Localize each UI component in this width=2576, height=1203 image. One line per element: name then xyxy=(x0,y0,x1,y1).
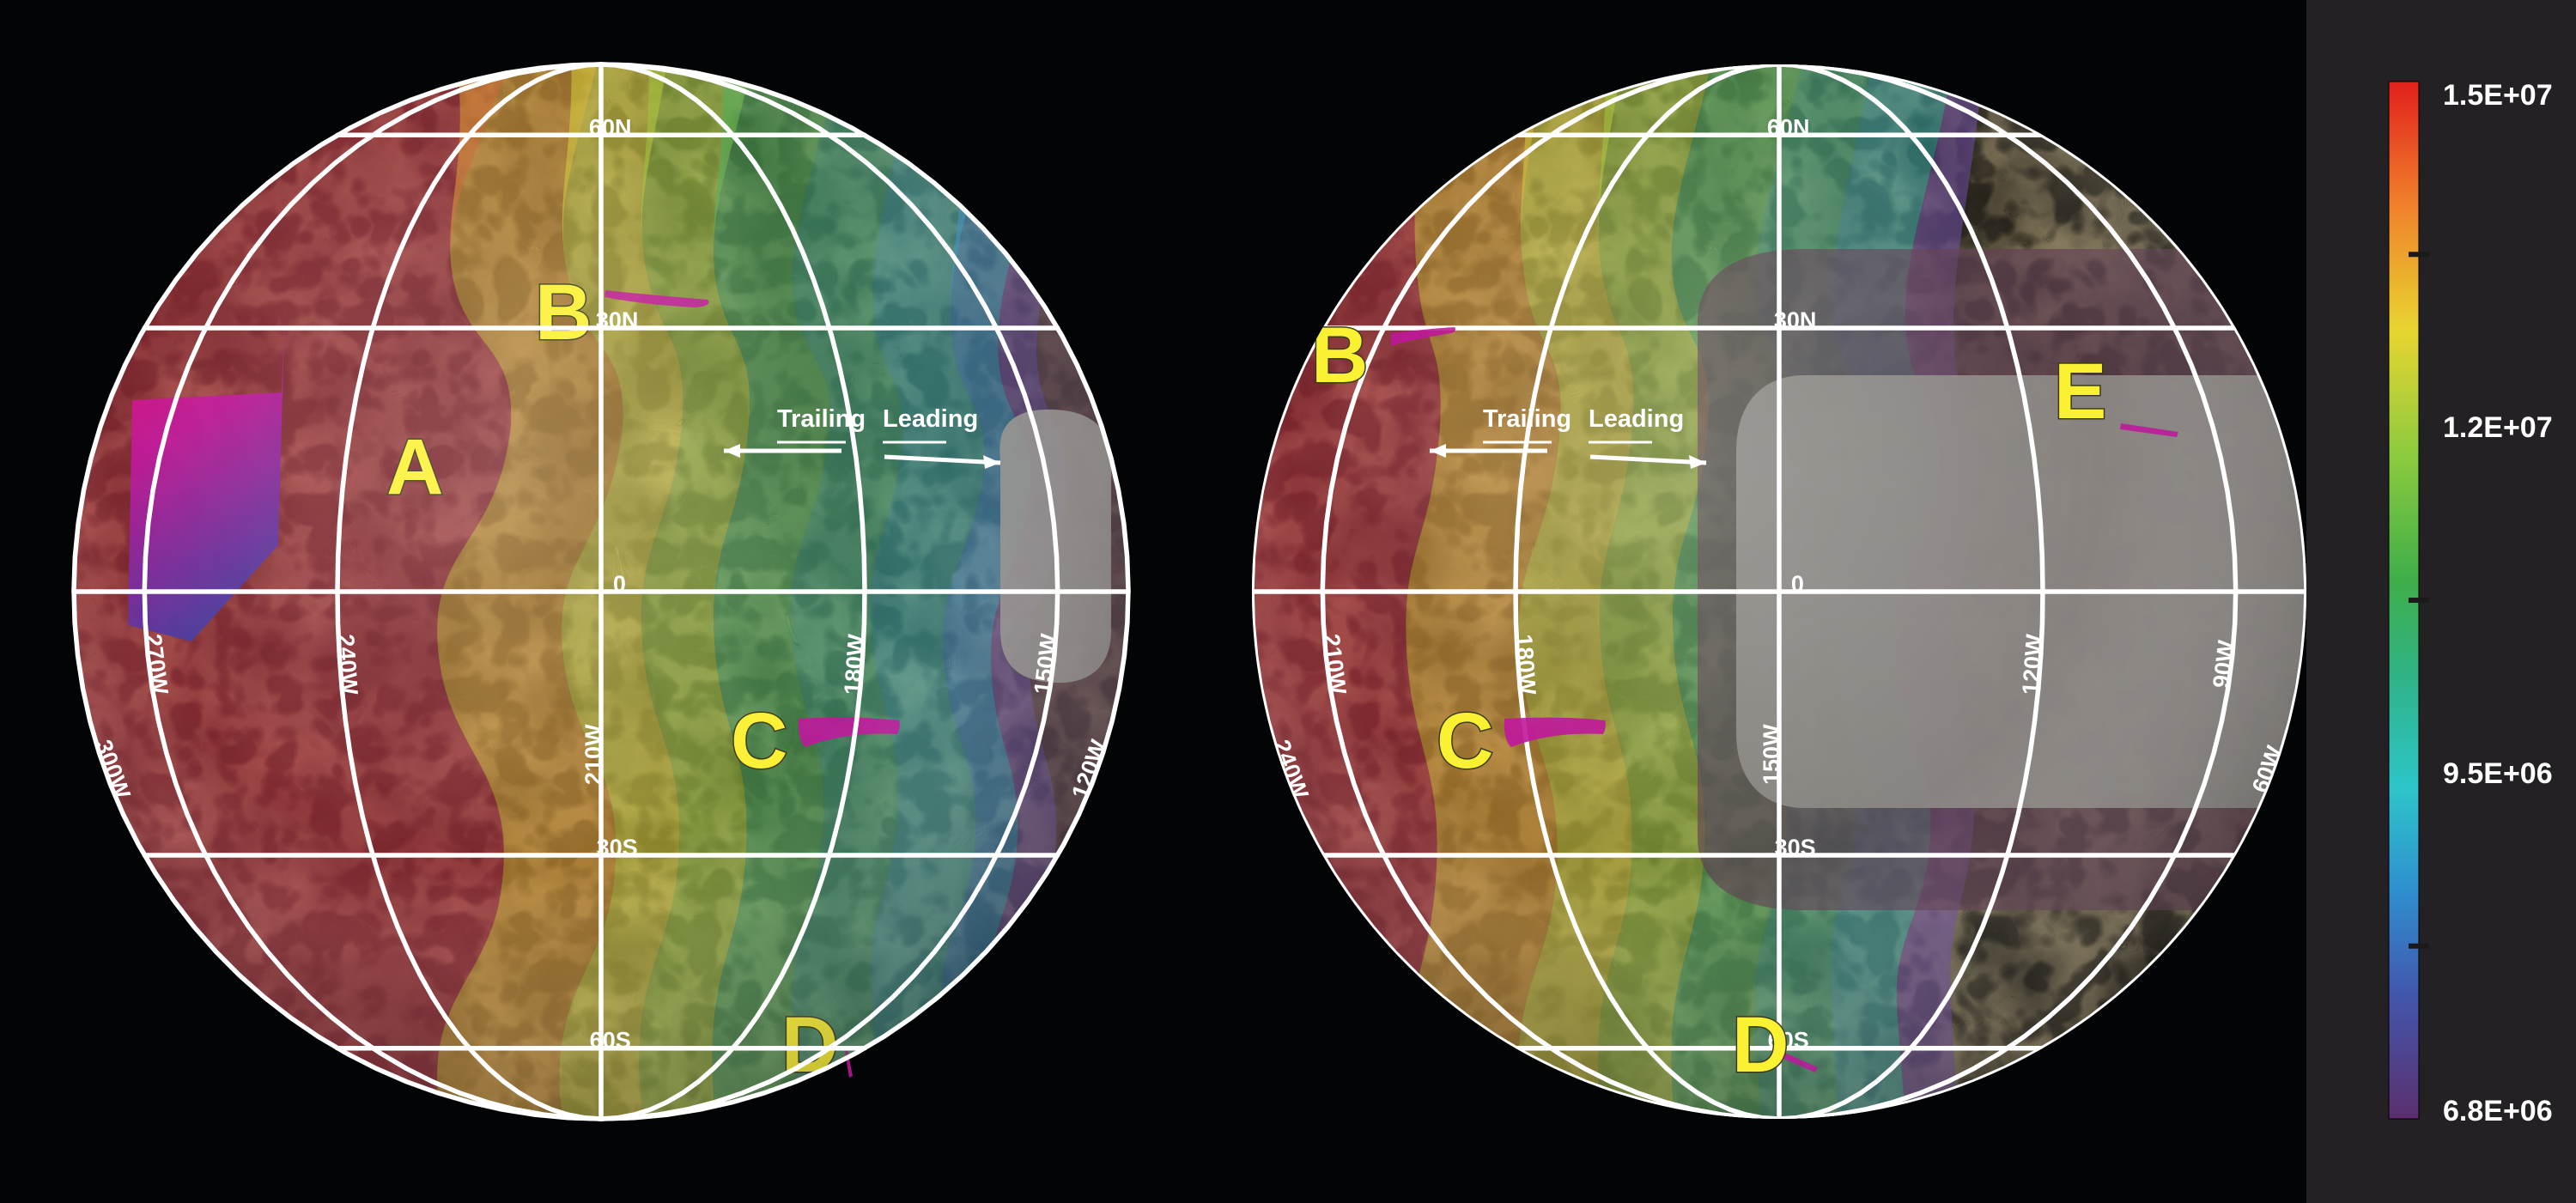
svg-text:0: 0 xyxy=(1791,571,1804,597)
svg-text:Trailing: Trailing xyxy=(1483,405,1571,433)
svg-text:30S: 30S xyxy=(1775,835,1816,860)
svg-text:9.5E+06: 9.5E+06 xyxy=(2443,757,2553,790)
svg-text:B: B xyxy=(1311,312,1368,399)
svg-text:150W: 150W xyxy=(1759,724,1784,785)
svg-text:240W: 240W xyxy=(333,634,363,696)
svg-text:60N: 60N xyxy=(1767,114,1810,140)
svg-text:D: D xyxy=(1732,1001,1789,1089)
svg-text:120W: 120W xyxy=(2018,633,2048,696)
svg-text:C: C xyxy=(1437,697,1493,785)
svg-text:6.8E+06: 6.8E+06 xyxy=(2443,1095,2553,1127)
svg-text:1.2E+07: 1.2E+07 xyxy=(2443,411,2553,444)
svg-text:0: 0 xyxy=(613,571,626,597)
svg-text:Leading: Leading xyxy=(1589,405,1684,433)
svg-text:60S: 60S xyxy=(590,1028,631,1054)
svg-text:180W: 180W xyxy=(1511,634,1541,696)
svg-text:180W: 180W xyxy=(840,633,870,696)
svg-text:210W: 210W xyxy=(580,724,606,785)
svg-text:60N: 60N xyxy=(589,114,632,140)
svg-text:E: E xyxy=(2054,348,2106,435)
svg-text:1.5E+07: 1.5E+07 xyxy=(2443,79,2553,112)
svg-text:30N: 30N xyxy=(596,307,639,333)
svg-text:30N: 30N xyxy=(1774,307,1817,333)
svg-text:30S: 30S xyxy=(597,835,638,860)
